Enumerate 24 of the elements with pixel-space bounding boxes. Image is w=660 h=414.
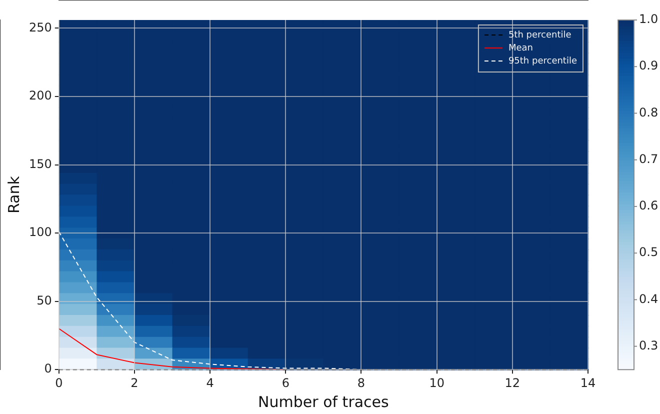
- y-tick-label: 100: [29, 225, 52, 240]
- color-bar-label: 0.4: [639, 292, 658, 306]
- x-axis-title: Number of traces: [258, 392, 390, 411]
- color-bar-label: 0.7: [639, 152, 658, 166]
- x-tick-label: 12: [504, 376, 520, 390]
- y-tick-label: 0: [44, 362, 52, 376]
- color-bar-label: 0.6: [639, 198, 658, 213]
- y-tick-label: 150: [29, 156, 52, 171]
- y-tick-label: 250: [29, 20, 52, 34]
- color-bar-label: 0.3: [639, 338, 658, 352]
- x-tick-label: 0: [55, 376, 63, 390]
- y-tick-label: 200: [29, 88, 52, 103]
- y-tick-label: 50: [36, 293, 52, 308]
- y-axis-title: Rank: [4, 176, 23, 214]
- x-tick-label: 6: [282, 376, 290, 390]
- color-bar-label: 0.8: [639, 105, 658, 120]
- x-tick-label: 4: [206, 376, 214, 390]
- color-bar-label: 0.5: [639, 245, 658, 260]
- color-bar-label: 1.0: [639, 12, 658, 26]
- x-tick-label: 14: [580, 376, 596, 390]
- x-tick-label: 8: [357, 376, 366, 390]
- x-tick-label: 2: [130, 376, 138, 390]
- x-tick-label: 10: [429, 376, 444, 390]
- color-bar-label: 0.9: [639, 58, 658, 73]
